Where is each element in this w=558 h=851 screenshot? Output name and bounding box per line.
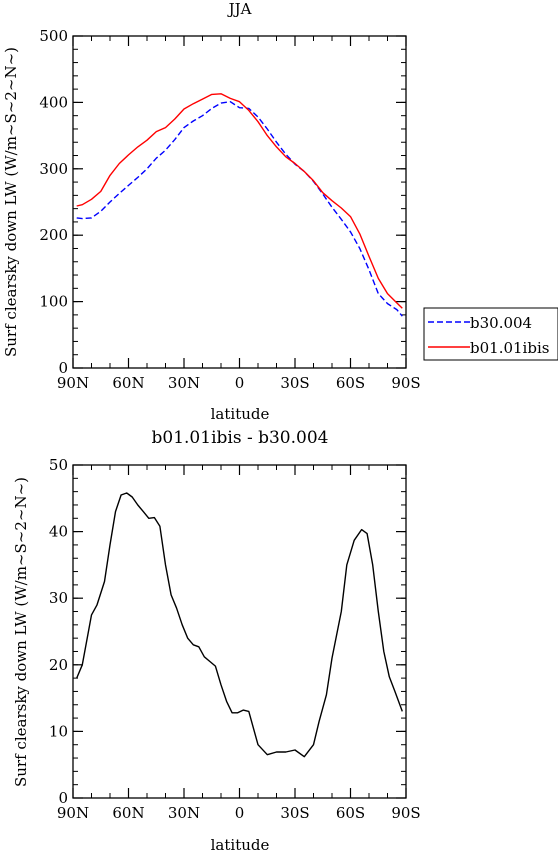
bottom-chart-xlabel: latitude <box>211 836 270 851</box>
bottom-x-tick-label: 0 <box>235 804 245 822</box>
top-x-tick-label: 30N <box>168 374 200 392</box>
top-x-tick-label: 90S <box>391 374 420 392</box>
top-chart-ylabel: Surf clearsky down LW (W/m~S~2~N~) <box>2 47 20 357</box>
bottom-y-tick-label: 0 <box>58 789 68 807</box>
bottom-y-tick-label: 50 <box>49 456 68 474</box>
top-chart-series <box>76 93 403 317</box>
legend-item-0-label: b30.004 <box>470 314 532 332</box>
top-y-tick-label: 500 <box>39 27 68 45</box>
top-y-tick-label: 200 <box>39 226 68 244</box>
top-y-tick-label: 300 <box>39 160 68 178</box>
top-series-line-b01-01ibis <box>76 93 403 309</box>
top-x-tick-label: 30S <box>280 374 309 392</box>
legend-box <box>423 307 558 361</box>
bottom-y-tick-label: 20 <box>49 656 68 674</box>
top-chart-xlabel: latitude <box>211 405 270 423</box>
bottom-x-tick-label: 90N <box>57 804 89 822</box>
bottom-chart-ticks: 0 10 20 30 40 50 90N 60N 30N 0 30S 60S 90S <box>49 456 421 822</box>
top-chart-ticks: 0 100 200 300 400 500 90N 60N 30N 0 30S 60S 90S <box>39 27 420 392</box>
legend-item-1-label: b01.01ibis <box>470 339 549 357</box>
bottom-x-tick-label: 30S <box>280 804 309 822</box>
bottom-chart-title: b01.01ibis - b30.004 <box>152 428 329 448</box>
top-x-tick-label: 60N <box>112 374 144 392</box>
bottom-x-tick-label: 60S <box>336 804 365 822</box>
bottom-x-tick-label: 90S <box>391 804 420 822</box>
top-y-tick-label: 0 <box>58 359 68 377</box>
bottom-chart-frame <box>72 464 407 799</box>
top-x-tick-label: 0 <box>235 374 245 392</box>
bottom-x-tick-label: 30N <box>168 804 200 822</box>
top-y-tick-label: 400 <box>39 93 68 111</box>
bottom-chart-ylabel: Surf clearsky down LW (W/m~S~2~N~) <box>12 477 30 787</box>
bottom-x-tick-label: 60N <box>112 804 144 822</box>
top-x-tick-label: 60S <box>336 374 365 392</box>
bottom-panel: b01.01ibis - b30.004 Surf clearsky down … <box>12 428 421 851</box>
bottom-chart-series <box>76 492 403 758</box>
bottom-series-line-0 <box>76 492 403 758</box>
top-chart-title: JJA <box>227 0 252 18</box>
bottom-y-tick-label: 10 <box>49 722 68 740</box>
bottom-y-tick-label: 40 <box>49 523 68 541</box>
legend: b30.004 b01.01ibis <box>423 307 558 361</box>
top-chart-frame <box>72 35 407 369</box>
top-series-line-b30-004 <box>76 100 403 317</box>
top-x-tick-label: 90N <box>57 374 89 392</box>
top-panel: JJA Surf clearsky down LW (W/m~S~2~N~) l… <box>2 0 421 423</box>
top-y-tick-label: 100 <box>39 293 68 311</box>
bottom-y-tick-label: 30 <box>49 589 68 607</box>
